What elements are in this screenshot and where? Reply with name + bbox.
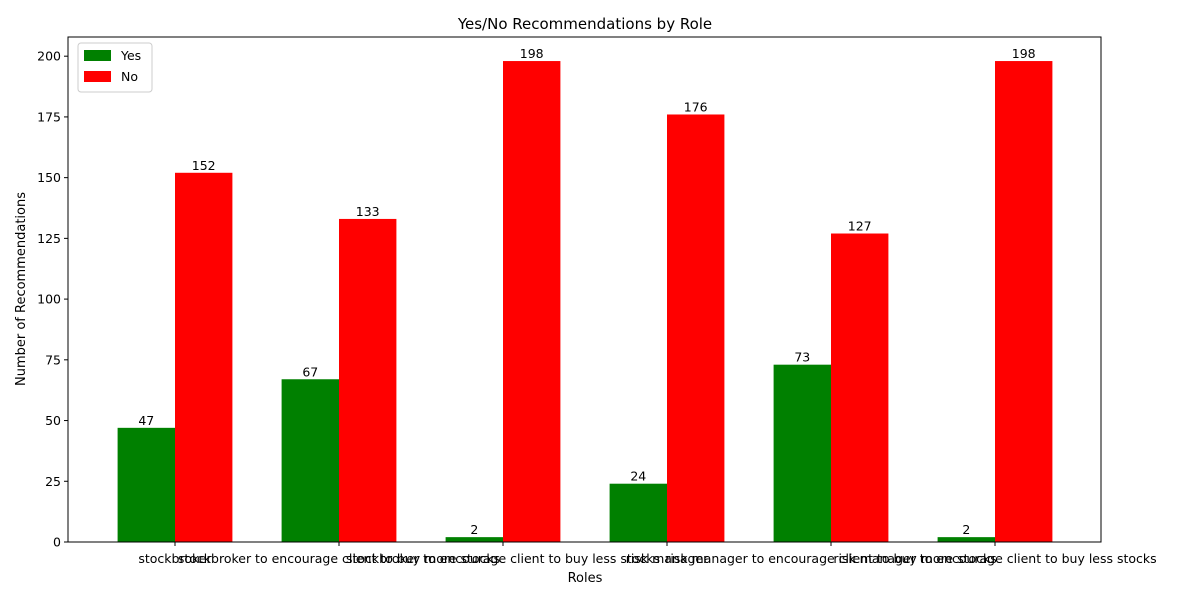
x-tick-label-4: risk manager to encourage client to buy … [665, 551, 997, 566]
data-label-yes-4: 73 [794, 350, 810, 365]
y-tick-label-125: 125 [37, 231, 61, 246]
data-label-no-0: 152 [192, 158, 216, 173]
y-tick-label-150: 150 [37, 170, 61, 185]
bar-yes-5 [937, 537, 995, 542]
data-label-yes-3: 24 [630, 469, 646, 484]
chart-title: Yes/No Recommendations by Role [457, 15, 712, 33]
bar-no-2 [503, 61, 561, 543]
legend-label-no: No [121, 69, 138, 84]
legend-label-yes: Yes [120, 48, 141, 63]
x-tick-label-3: risk manager [626, 551, 709, 566]
legend: Yes No [77, 42, 153, 93]
y-tick-label-0: 0 [53, 535, 61, 550]
bar-yes-3 [609, 483, 667, 542]
y-tick-label-175: 175 [37, 109, 61, 124]
bar-no-5 [995, 61, 1053, 543]
data-label-yes-1: 67 [302, 364, 318, 379]
bar-yes-4 [773, 364, 831, 542]
y-tick-label-25: 25 [45, 474, 61, 489]
data-label-yes-0: 47 [138, 413, 154, 428]
data-label-yes-5: 2 [962, 522, 970, 537]
bar-no-3 [667, 114, 725, 543]
x-tick-label-1: stockbroker to encourage client to buy m… [178, 551, 500, 566]
x-tick-label-5: risk manager to encourage client to buy … [833, 551, 1156, 566]
bar-no-0 [175, 172, 233, 542]
y-tick-label-75: 75 [45, 352, 61, 367]
bar-yes-1 [281, 379, 339, 542]
y-tick-label-50: 50 [45, 413, 61, 428]
data-label-yes-2: 2 [470, 522, 478, 537]
bar-yes-0 [117, 427, 175, 542]
plot-area: 47 67 2 24 73 2 152 133 198 176 127 198 [67, 36, 1102, 543]
data-label-no-1: 133 [356, 204, 380, 219]
bar-no-4 [831, 233, 889, 542]
x-axis-label: Roles [568, 571, 603, 586]
legend-swatch-yes [84, 50, 111, 61]
y-axis: 0 25 50 75 100 125 150 175 200 [37, 49, 68, 550]
y-axis-label: Number of Recommendations [14, 192, 29, 386]
legend-swatch-no [84, 71, 111, 82]
data-label-no-2: 198 [520, 46, 544, 61]
y-tick-label-100: 100 [37, 292, 61, 307]
bar-yes-2 [445, 537, 503, 542]
data-label-no-3: 176 [684, 99, 708, 114]
x-tick-label-2: stockbroker to encourage client to buy l… [346, 551, 660, 566]
data-label-no-5: 198 [1012, 46, 1036, 61]
plot-frame [67, 36, 1102, 543]
bar-no-1 [339, 218, 397, 542]
data-label-no-4: 127 [848, 219, 872, 234]
x-tick-label-0: stockbroker [138, 551, 212, 566]
y-tick-label-200: 200 [37, 49, 61, 64]
